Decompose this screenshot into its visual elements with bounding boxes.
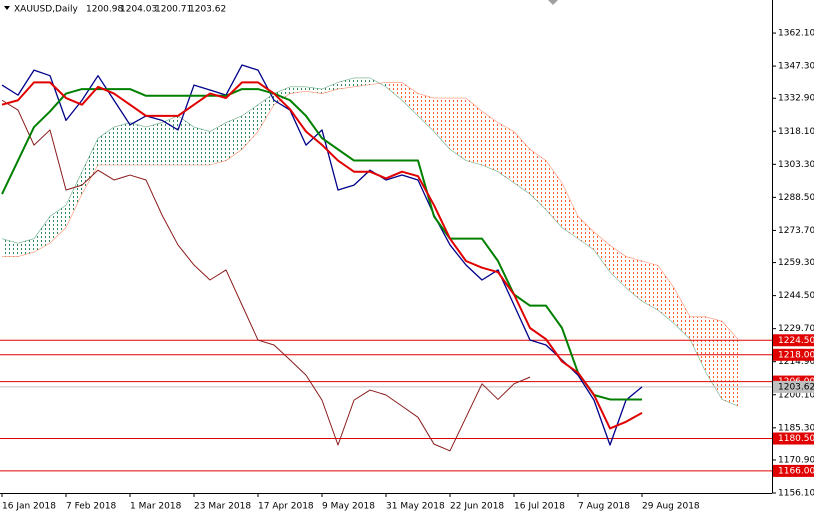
ohlc-open: 1200.98 [86, 5, 123, 15]
cloud-segment [274, 86, 290, 105]
cloud-segment [322, 82, 338, 94]
series-line [1, 81, 643, 430]
cloud-segment [514, 131, 530, 195]
cloud-segment [114, 122, 130, 166]
cloud-segment [226, 115, 242, 161]
y-tick-label: 1229.70 [778, 324, 814, 334]
y-tick-label: 1362.10 [778, 29, 814, 39]
cloud-segment [2, 238, 18, 257]
current-price-box [773, 380, 814, 393]
cloud-segment [98, 127, 114, 166]
cloud-segment [530, 149, 546, 210]
y-tick-label: 1332.90 [778, 94, 814, 104]
cloud-segment [562, 182, 578, 239]
x-tick-label: 16 Jan 2018 [2, 502, 56, 512]
shift-marker[interactable] [548, 0, 558, 5]
x-tick-label: 7 Aug 2018 [578, 502, 630, 512]
ohlc-low: 1200.71 [155, 5, 192, 15]
cloud-segment [722, 321, 738, 407]
y-tick-label: 1156.10 [778, 489, 814, 499]
level-label: 1224.50 [778, 336, 814, 346]
current-price-label: 1203.62 [778, 382, 814, 392]
x-tick-label: 22 Jun 2018 [450, 502, 504, 512]
cloud-segment [50, 205, 66, 244]
cloud-segment [466, 98, 482, 166]
level-label-box [773, 334, 814, 347]
chart-title: XAUUSD,Daily [14, 5, 78, 15]
x-tick-label: 29 Aug 2018 [642, 502, 700, 512]
cloud-segment [210, 122, 226, 166]
x-tick-label: 17 Apr 2018 [258, 502, 314, 512]
y-tick-label: 1273.70 [778, 226, 814, 236]
level-label-box [773, 348, 814, 361]
y-tick-label: 1200.10 [778, 390, 814, 400]
x-tick-label: 23 Mar 2018 [194, 502, 251, 512]
cloud-segment [34, 216, 50, 253]
y-tick-label: 1244.50 [778, 291, 814, 301]
cloud-segment [354, 77, 370, 87]
cloud-segment [610, 245, 626, 288]
cloud-segment [242, 104, 258, 150]
cloud-segment [450, 98, 466, 161]
level-label: 1180.50 [778, 434, 814, 444]
cloud-segment [146, 122, 162, 166]
cloud-edge [1, 77, 739, 407]
y-tick-label: 1347.30 [778, 62, 814, 72]
cloud-segment [258, 93, 274, 132]
cloud-segment [674, 287, 690, 340]
cloud-segment [66, 171, 82, 228]
cloud-segment [18, 238, 34, 257]
level-label: 1166.00 [778, 466, 814, 476]
cloud-segment [626, 256, 642, 302]
y-tick-label: 1214.90 [778, 357, 814, 367]
y-tick-label: 1303.30 [778, 160, 814, 170]
cloud-segment [418, 93, 434, 132]
cloud-segment [338, 77, 354, 90]
cloud-segment [162, 115, 178, 166]
series-line [1, 99, 531, 452]
series-line [1, 88, 642, 401]
level-label-box [773, 432, 814, 445]
cloud-segment [82, 138, 98, 195]
cloud-segment [194, 127, 210, 166]
y-tick-label: 1259.30 [778, 258, 814, 268]
level-label-box [773, 464, 814, 477]
cloud-segment [482, 111, 498, 172]
cloud-segment [642, 261, 658, 311]
x-tick-label: 7 Feb 2018 [66, 502, 117, 512]
symbol-menu-icon[interactable] [4, 6, 10, 10]
cloud-segment [130, 122, 146, 166]
x-tick-label: 9 May 2018 [322, 502, 375, 512]
x-tick-label: 31 May 2018 [386, 502, 445, 512]
cloud-segment [690, 316, 706, 373]
cloud-segment [386, 82, 402, 101]
plot-area [0, 64, 772, 472]
y-tick-label: 1318.10 [778, 127, 814, 137]
x-tick-label: 16 Jul 2018 [514, 502, 565, 512]
y-tick-label: 1185.30 [778, 423, 814, 433]
cloud-segment [434, 98, 450, 150]
ohlc-close: 1203.62 [189, 5, 226, 15]
cloud-segment [658, 265, 674, 324]
y-tick-label: 1170.90 [778, 455, 814, 465]
cloud-segment [498, 122, 514, 183]
y-tick-label: 1288.50 [778, 193, 814, 203]
cloud-segment [178, 115, 194, 166]
ohlc-high: 1204.03 [120, 5, 157, 15]
x-tick-label: 1 Mar 2018 [130, 502, 182, 512]
level-label: 1218.00 [778, 350, 814, 360]
cloud-edge [2, 82, 739, 340]
